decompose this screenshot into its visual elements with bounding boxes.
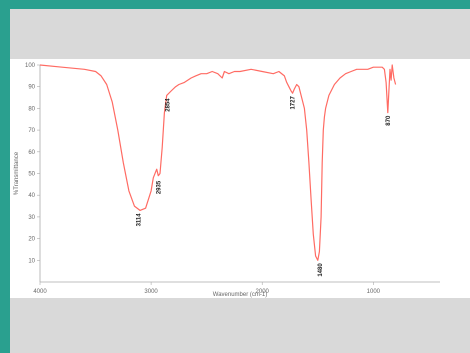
y-tick-label: 10 — [28, 258, 35, 264]
peak-label: 3114 — [136, 213, 142, 227]
peak-label: 1480 — [318, 263, 324, 277]
spectrum-chart: 4000 3000 2000 1000 10 20 30 40 50 60 70 80 90 100 Wav… — [14, 63, 440, 298]
y-tick-label: 30 — [28, 215, 35, 221]
y-axis-title: %Transmittance — [14, 151, 20, 195]
y-tick-label: 50 — [28, 172, 35, 178]
transmittance-line — [39, 64, 397, 261]
y-tick-label: 20 — [28, 237, 35, 243]
y-tick-label: 60 — [28, 150, 35, 156]
x-tick-label: 1000 — [367, 289, 381, 295]
y-tick-label: 90 — [28, 85, 35, 91]
x-tick-label: 4000 — [33, 289, 47, 295]
bottom-gray-band — [10, 298, 470, 353]
y-tick-label: 70 — [28, 128, 35, 134]
x-axis-title: Wavenumber (cm-1) — [213, 292, 267, 298]
y-tick-label: 40 — [28, 193, 35, 199]
peak-label: 2854 — [165, 98, 171, 112]
x-tick-label: 3000 — [144, 289, 158, 295]
y-tick-label: 100 — [25, 63, 36, 69]
peak-label: 870 — [386, 115, 392, 126]
plot-panel: 4000 3000 2000 1000 10 20 30 40 50 60 70 80 90 100 Wav… — [10, 59, 470, 298]
top-gray-band — [10, 9, 470, 59]
x-tick-label: 2000 — [256, 289, 270, 295]
y-tick-label: 80 — [28, 106, 35, 112]
peak-label: 1727 — [291, 96, 297, 110]
peak-label: 2935 — [156, 180, 162, 194]
